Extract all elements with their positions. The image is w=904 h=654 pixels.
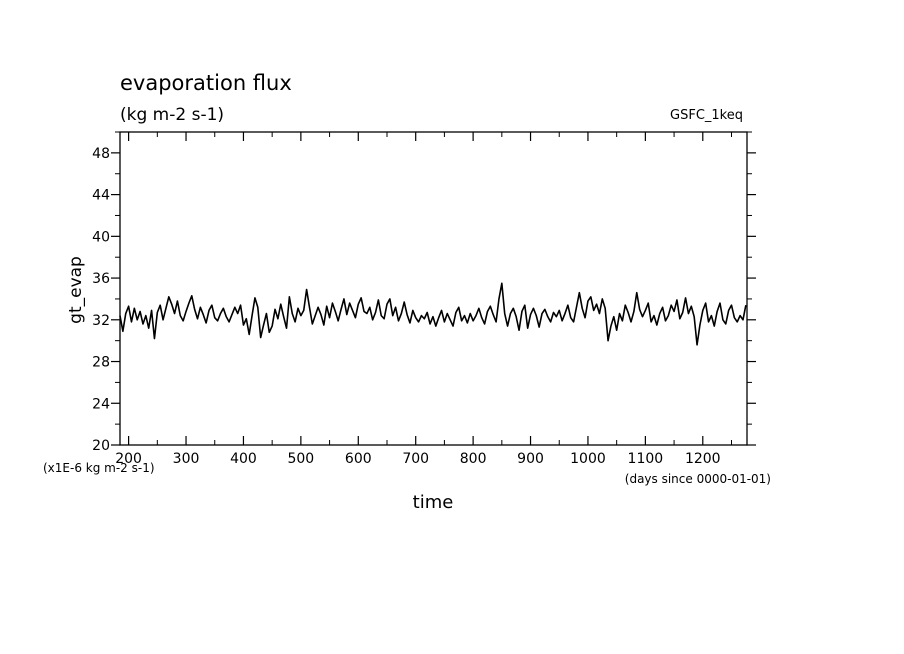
x-axis-label: time	[413, 492, 454, 513]
x-tick-label-200: 200	[115, 451, 142, 467]
y-axis-label: gt_evap	[66, 256, 86, 324]
x-axis-ticks	[128, 132, 732, 445]
x-tick-label-600: 600	[345, 451, 372, 467]
x-unit-note: (days since 0000-01-01)	[625, 472, 771, 486]
x-tick-label-1100: 1100	[628, 451, 664, 467]
x-tick-label-500: 500	[287, 451, 314, 467]
y-tick-label-40: 40	[92, 229, 110, 245]
y-tick-label-36: 36	[92, 271, 110, 287]
y-tick-label-48: 48	[92, 146, 110, 162]
x-tick-label-700: 700	[402, 451, 429, 467]
chart-title: evaporation flux	[120, 71, 292, 95]
y-tick-label-44: 44	[92, 188, 110, 204]
y-tick-label-24: 24	[92, 396, 110, 412]
y-tick-label-32: 32	[92, 313, 110, 329]
x-tick-label-400: 400	[230, 451, 257, 467]
x-tick-label-800: 800	[460, 451, 487, 467]
y-axis-ticks	[111, 131, 756, 446]
y-tick-label-28: 28	[92, 355, 110, 371]
x-tick-label-300: 300	[173, 451, 200, 467]
x-tick-label-1200: 1200	[685, 451, 721, 467]
y-unit-note: (x1E-6 kg m-2 s-1)	[43, 461, 155, 475]
y-axis-tick-labels: 20 24 28 32 36 40 44 48	[92, 146, 110, 454]
series-line-gt-evap	[119, 282, 747, 346]
x-tick-label-900: 900	[517, 451, 544, 467]
y-tick-label-20: 20	[92, 438, 110, 454]
x-tick-label-1000: 1000	[570, 451, 606, 467]
x-axis-tick-labels: 200 300 400 500 600 700 800 900 1000 1100 1200	[115, 451, 720, 467]
run-label: GSFC_1keq	[670, 108, 743, 123]
plot-frame	[119, 131, 748, 446]
chart-subtitle: (kg m-2 s-1)	[120, 105, 224, 125]
